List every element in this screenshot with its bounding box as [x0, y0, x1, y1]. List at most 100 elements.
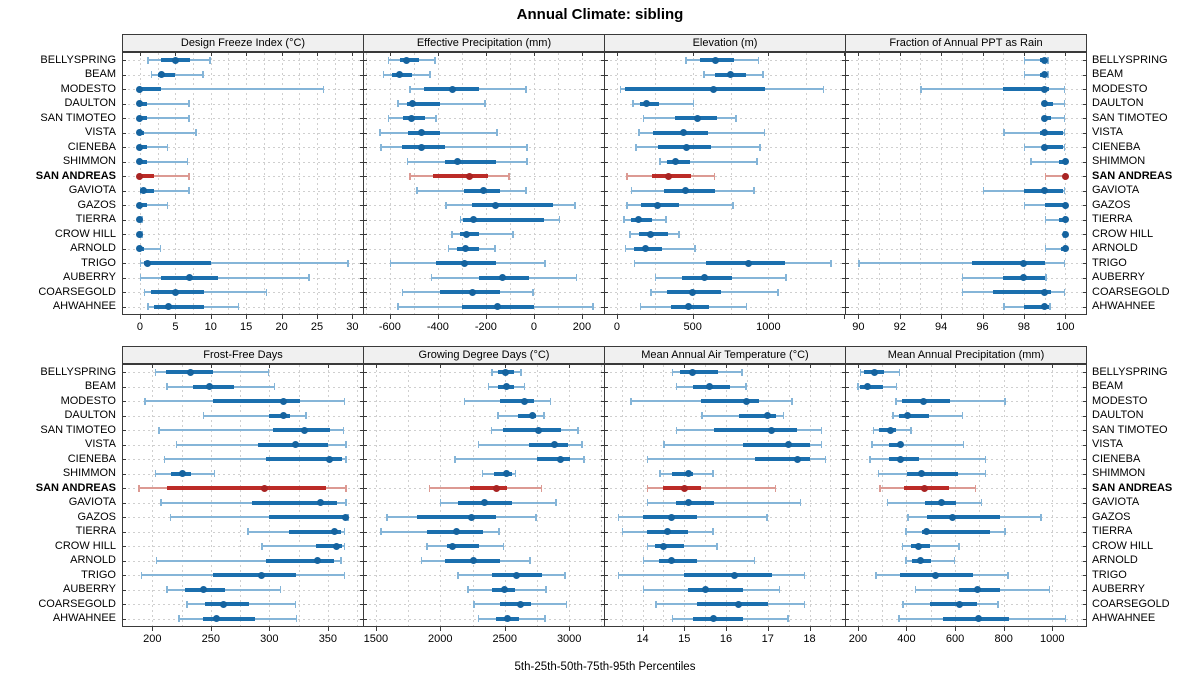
row-tick-left: [123, 89, 126, 91]
whisker-line: [663, 443, 823, 446]
row-tick-left: [364, 74, 367, 76]
whisker-cap-low: [139, 274, 142, 282]
axis-tick-top: [616, 53, 618, 56]
whisker-cap-low: [481, 470, 484, 478]
whisker-line: [139, 102, 190, 105]
row-tick-left: [123, 248, 126, 250]
row-tick-right: [360, 372, 363, 374]
grid-line-vertical: [509, 53, 511, 314]
row-tick-right: [601, 604, 604, 606]
row-tick-left: [605, 292, 608, 294]
grid-line-horizontal: [123, 60, 363, 62]
row-tick-right: [360, 263, 363, 265]
axis-tick-label: 200: [143, 633, 162, 645]
grid-line-vertical: [982, 53, 984, 314]
median-dot: [903, 412, 911, 420]
station-label-left: VISTA: [85, 438, 116, 451]
row-tick-right: [601, 502, 604, 504]
whisker-line: [659, 160, 758, 163]
row-tick-left: [123, 589, 126, 591]
row-tick-left: [605, 560, 608, 562]
whisker-cap-low: [920, 85, 922, 93]
whisker-line: [139, 276, 310, 279]
row-tick-left: [846, 161, 849, 163]
median-dot: [492, 201, 500, 209]
median-dot: [279, 397, 287, 405]
grid-line-vertical: [263, 53, 265, 314]
row-tick-right: [1083, 560, 1086, 562]
station-label-right: ARNOLD: [1092, 554, 1138, 567]
whisker-cap-high: [343, 542, 346, 550]
whisker-line: [1044, 102, 1066, 105]
whisker-line: [869, 458, 987, 461]
row-tick-right: [842, 190, 845, 192]
row-tick-right: [601, 205, 604, 207]
whisker-cap-high: [778, 586, 781, 594]
grid-line-horizontal: [123, 473, 363, 475]
whisker-cap-low: [155, 557, 158, 565]
row-tick-right: [1083, 277, 1086, 279]
whisker-cap-high: [777, 288, 779, 296]
row-tick-left: [123, 263, 126, 265]
grid-line-horizontal: [605, 531, 845, 533]
median-dot: [480, 499, 488, 507]
grid-line-vertical: [1052, 365, 1054, 626]
median-dot: [1041, 288, 1049, 296]
row-tick-right: [601, 234, 604, 236]
median-dot: [136, 172, 144, 180]
whisker-cap-high: [523, 383, 526, 391]
row-tick-right: [360, 430, 363, 432]
axis-tick-label: -400: [426, 321, 449, 333]
axis-tick-bottom: [352, 315, 354, 319]
row-tick-left: [846, 234, 849, 236]
whisker-cap-high: [803, 571, 806, 579]
median-dot: [931, 571, 939, 579]
median-dot: [680, 129, 688, 137]
station-label-left: TRIGO: [81, 256, 116, 269]
whisker-cap-low: [139, 259, 142, 267]
whisker-cap-high: [159, 245, 162, 253]
whisker-cap-low: [477, 615, 480, 623]
whisker-cap-high: [525, 85, 527, 93]
grid-line-vertical: [316, 53, 318, 314]
whisker-cap-low: [1023, 71, 1026, 79]
station-label-left: TIERRA: [75, 525, 116, 538]
median-dot: [317, 499, 325, 507]
whisker-cap-high: [745, 303, 748, 311]
panel-plot: [122, 52, 364, 315]
row-tick-left: [123, 372, 126, 374]
row-tick-right: [1083, 459, 1086, 461]
row-tick-right: [360, 161, 363, 163]
row-tick-right: [360, 234, 363, 236]
station-label-right: SHIMMON: [1092, 467, 1146, 480]
row-tick-left: [846, 560, 849, 562]
row-tick-left: [123, 132, 126, 134]
grid-line-vertical: [246, 53, 248, 314]
whisker-line: [169, 516, 349, 519]
row-tick-left: [123, 74, 126, 76]
axis-tick-label: 0: [613, 321, 621, 333]
row-tick-right: [842, 219, 845, 221]
row-tick-left: [364, 60, 367, 62]
iqr-bar: [499, 602, 531, 607]
median-dot: [409, 100, 417, 108]
iqr-bar: [417, 515, 496, 520]
row-tick-right: [1083, 444, 1086, 446]
grid-line-vertical: [726, 365, 728, 626]
row-tick-left: [846, 531, 849, 533]
iqr-bar: [692, 616, 743, 621]
axis-tick-top: [269, 365, 271, 368]
station-label-left: AHWAHNEE: [52, 612, 116, 625]
station-label-left: ARNOLD: [70, 242, 116, 255]
row-tick-left: [364, 219, 367, 221]
row-tick-left: [364, 190, 367, 192]
whisker-line: [1023, 59, 1049, 62]
grid-line-horizontal: [846, 190, 1086, 192]
row-tick-right: [842, 604, 845, 606]
grid-line-vertical: [920, 53, 922, 314]
whisker-line: [139, 131, 197, 134]
axis-tick-bottom: [692, 315, 694, 319]
whisker-cap-high: [1047, 71, 1049, 79]
median-dot: [520, 397, 528, 405]
station-label-left: SHIMMON: [62, 467, 116, 480]
